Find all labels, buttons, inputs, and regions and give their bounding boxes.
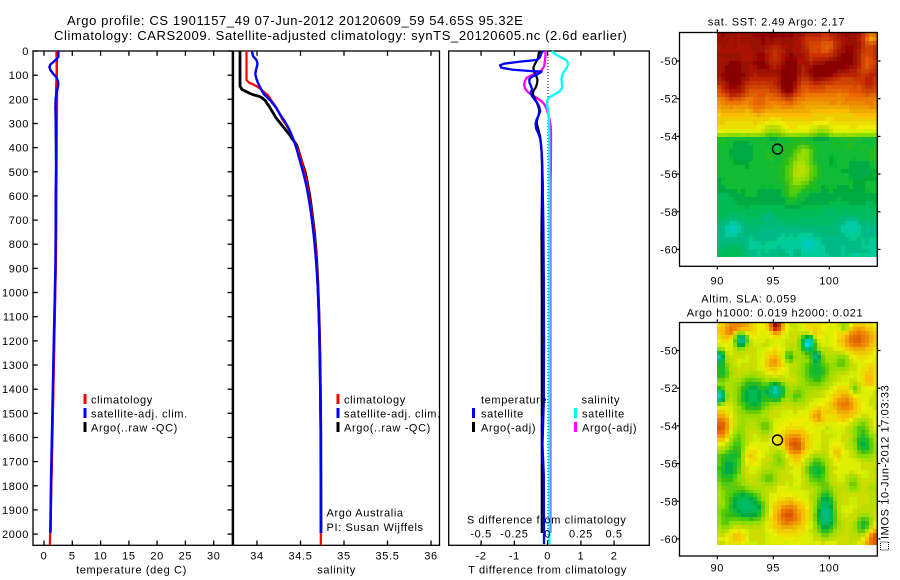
svg-text:1300: 1300: [2, 360, 29, 372]
svg-text:35.5: 35.5: [376, 551, 400, 563]
svg-text:900: 900: [9, 263, 29, 275]
svg-text:600: 600: [9, 191, 29, 203]
svg-text:S difference from climatology: S difference from climatology: [467, 515, 627, 527]
svg-text:IMOS 10-Jun-2012 17:03:33: IMOS 10-Jun-2012 17:03:33: [880, 385, 892, 539]
svg-text:-1: -1: [509, 551, 520, 563]
svg-text:95: 95: [767, 276, 780, 288]
svg-text:0: 0: [544, 551, 551, 563]
svg-text:90: 90: [711, 563, 724, 575]
svg-text:1700: 1700: [2, 457, 29, 469]
svg-text:2: 2: [611, 551, 618, 563]
svg-text:temperature (deg C): temperature (deg C): [76, 565, 187, 577]
svg-text:1800: 1800: [2, 481, 29, 493]
svg-text:-54: -54: [660, 421, 678, 433]
svg-text:-56: -56: [660, 459, 678, 471]
svg-text:-60: -60: [660, 534, 678, 546]
svg-text:-58: -58: [660, 207, 678, 219]
svg-text:Argo h1000: 0.019 h2000: 0.021: Argo h1000: 0.019 h2000: 0.021: [687, 308, 863, 320]
svg-text:salinity: salinity: [582, 395, 621, 407]
svg-text:2000: 2000: [2, 529, 29, 541]
svg-text:-50: -50: [660, 346, 678, 358]
svg-text:1200: 1200: [2, 336, 29, 348]
svg-text:0.25: 0.25: [569, 529, 593, 541]
svg-text:climatology: climatology: [91, 395, 153, 407]
svg-text:temperature: temperature: [481, 395, 547, 407]
svg-text:-52: -52: [660, 94, 678, 106]
svg-text:sat. SST: 2.49 Argo: 2.17: sat. SST: 2.49 Argo: 2.17: [708, 17, 845, 29]
svg-text:satellite: satellite: [582, 409, 625, 421]
svg-text:PI: Susan Wijffels: PI: Susan Wijffels: [327, 522, 424, 534]
svg-text:0: 0: [41, 551, 48, 563]
svg-text:satellite-adj. clim.: satellite-adj. clim.: [91, 409, 188, 421]
svg-text:climatology: climatology: [344, 395, 406, 407]
svg-text:36: 36: [424, 551, 437, 563]
svg-text:300: 300: [9, 119, 29, 131]
svg-text:5: 5: [69, 551, 76, 563]
svg-text:34: 34: [250, 551, 263, 563]
svg-text:-56: -56: [660, 169, 678, 181]
svg-text:-60: -60: [660, 244, 678, 256]
svg-text:-50: -50: [660, 56, 678, 68]
svg-text:35: 35: [337, 551, 350, 563]
svg-text:500: 500: [9, 167, 29, 179]
svg-text:0: 0: [544, 529, 551, 541]
svg-text:95: 95: [767, 563, 780, 575]
svg-text:Altim. SLA: 0.059: Altim. SLA: 0.059: [701, 294, 797, 306]
svg-text:200: 200: [9, 94, 29, 106]
svg-text:1000: 1000: [2, 288, 29, 300]
svg-text:1500: 1500: [2, 408, 29, 420]
svg-text:-54: -54: [660, 131, 678, 143]
svg-text:-0.5: -0.5: [470, 529, 491, 541]
svg-text:Argo profile: CS 1901157_49 07: Argo profile: CS 1901157_49 07-Jun-2012 …: [67, 13, 523, 28]
svg-text:100: 100: [9, 70, 29, 82]
svg-text:700: 700: [9, 215, 29, 227]
svg-text:25: 25: [179, 551, 192, 563]
svg-text:satellite: satellite: [481, 409, 524, 421]
svg-text:Argo(..raw -QC): Argo(..raw -QC): [91, 423, 178, 435]
svg-text:100: 100: [819, 276, 839, 288]
svg-text:1400: 1400: [2, 384, 29, 396]
svg-text:-58: -58: [660, 496, 678, 508]
svg-text:-0.25: -0.25: [500, 529, 528, 541]
svg-text:satellite-adj. clim.: satellite-adj. clim.: [344, 409, 441, 421]
svg-text:90: 90: [711, 276, 724, 288]
svg-text:salinity: salinity: [317, 565, 356, 577]
svg-text:100: 100: [819, 563, 839, 575]
svg-text:0: 0: [22, 46, 29, 58]
svg-text:1100: 1100: [3, 312, 29, 324]
svg-text:34.5: 34.5: [289, 551, 313, 563]
svg-text:-2: -2: [476, 551, 487, 563]
svg-text:1900: 1900: [2, 505, 29, 517]
svg-text:Climatology: CARS2009. Satelli: Climatology: CARS2009. Satellite-adjuste…: [54, 28, 628, 43]
svg-text:T difference from climatology: T difference from climatology: [468, 565, 627, 577]
svg-text:15: 15: [122, 551, 135, 563]
svg-text:1600: 1600: [2, 433, 29, 445]
svg-text:0.5: 0.5: [606, 529, 623, 541]
svg-text:800: 800: [9, 239, 29, 251]
svg-text:-52: -52: [660, 383, 678, 395]
svg-text:Argo(..raw -QC): Argo(..raw -QC): [344, 423, 431, 435]
svg-text:1: 1: [578, 551, 585, 563]
svg-text:30: 30: [207, 551, 220, 563]
svg-text:20: 20: [150, 551, 163, 563]
svg-text:400: 400: [9, 143, 29, 155]
svg-text:Argo(-adj): Argo(-adj): [582, 423, 637, 435]
svg-text:10: 10: [94, 551, 107, 563]
svg-text:Argo Australia: Argo Australia: [327, 508, 404, 520]
svg-text:Argo(-adj): Argo(-adj): [481, 423, 536, 435]
